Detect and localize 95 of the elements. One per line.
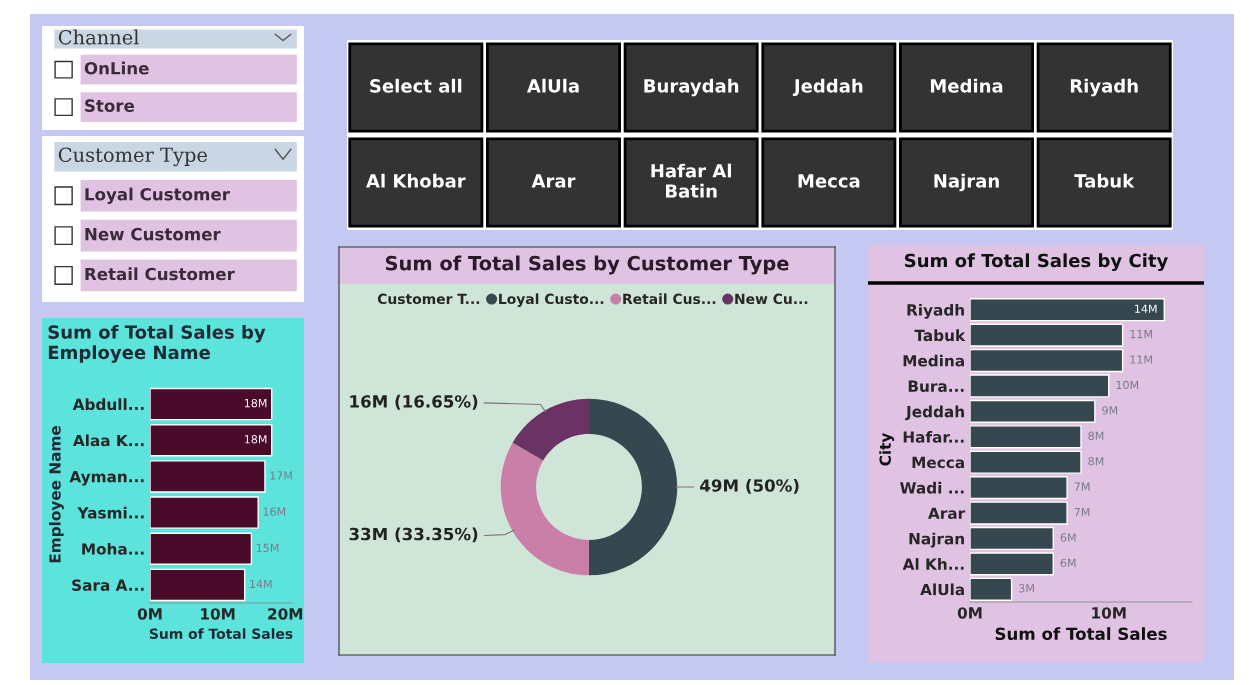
data-label: 9M: [1102, 406, 1118, 415]
bar: [970, 425, 1082, 449]
text: New Customer: [85, 227, 221, 241]
data-label: 49M (50%): [700, 478, 799, 494]
bar: [150, 532, 253, 565]
bar: [970, 298, 1165, 322]
y-tick-label: Abdull...: [72, 398, 144, 411]
data-label: 18M: [244, 435, 267, 444]
bar: [150, 424, 273, 457]
y-tick-label: Ayman...: [69, 471, 144, 486]
donut-slice: [589, 398, 678, 576]
data-label: 8M: [1088, 431, 1104, 441]
bar: [970, 552, 1054, 576]
data-label: 16M: [263, 507, 286, 516]
y-axis-title: Employee Name: [48, 426, 64, 563]
data-label: 15M: [256, 543, 279, 552]
legend-title: Customer T...: [377, 293, 480, 305]
data-label: 7M: [1074, 508, 1090, 517]
donut-slice: [512, 398, 589, 461]
text: Channel: [58, 29, 139, 45]
bar: [970, 450, 1082, 474]
y-tick-label: Riyadh: [907, 303, 964, 319]
text: Hafar Al Batin: [651, 163, 731, 198]
text: Retail Customer: [85, 267, 235, 281]
chart-title: Sum of Total Sales by City: [905, 253, 1168, 271]
y-tick-label: Al Kh...: [902, 558, 964, 570]
text: Tabuk: [1074, 173, 1135, 188]
y-tick-label: Yasmi...: [77, 506, 144, 519]
y-tick-label: Bura...: [908, 380, 964, 392]
text: Najran: [934, 173, 999, 192]
text: Buraydah: [644, 78, 739, 97]
text: Medina: [930, 78, 1003, 93]
bar: [970, 323, 1124, 347]
data-label: 11M: [1130, 330, 1152, 339]
data-label: 17M: [270, 471, 292, 480]
text: Jeddah: [792, 78, 863, 97]
bar: [970, 577, 1013, 601]
bar: [150, 460, 266, 493]
x-tick-label: 10M: [1092, 607, 1126, 619]
x-tick-label: 10M: [201, 608, 235, 620]
y-tick-label: Alaa K...: [72, 434, 144, 447]
data-label: 18M: [244, 398, 267, 408]
data-label: 14M: [250, 579, 272, 588]
data-label: 14M: [1135, 304, 1157, 313]
legend-label: New Cu...: [735, 293, 808, 305]
text: Select all: [370, 78, 462, 93]
text: Mecca: [798, 174, 860, 188]
y-tick-label: Wadi ...: [900, 481, 964, 494]
text: OnLine: [84, 61, 149, 75]
y-tick-label: Sara A...: [72, 579, 144, 591]
legend-label: Retail Cus...: [623, 293, 716, 305]
bar: [970, 476, 1068, 500]
y-tick-label: Arar: [928, 507, 966, 520]
data-label: 11M: [1130, 355, 1152, 364]
data-label: 6M: [1060, 558, 1076, 568]
bar: [970, 348, 1124, 373]
y-tick-label: Jeddah: [905, 405, 964, 421]
bar: [150, 496, 259, 529]
text: Riyadh: [1070, 78, 1138, 97]
text: Arar: [531, 174, 576, 188]
y-tick-label: AlUla: [920, 583, 964, 596]
data-label: 6M: [1060, 533, 1076, 542]
bar: [970, 374, 1110, 398]
text: AlUla: [526, 78, 579, 93]
data-label: 7M: [1074, 482, 1090, 491]
data-label: 8M: [1088, 457, 1104, 466]
x-axis-title: Sum of Total Sales: [149, 628, 293, 639]
y-tick-label: Mecca: [912, 456, 964, 469]
text: Store: [85, 99, 135, 112]
chart-title: Sum of Total Sales by Employee Name: [48, 324, 266, 363]
y-tick-label: Tabuk: [914, 329, 966, 342]
data-label: 10M: [1116, 380, 1139, 390]
text: Loyal Customer: [85, 187, 230, 204]
y-tick-label: Medina: [903, 354, 964, 367]
y-tick-label: Moha...: [82, 542, 144, 555]
bar: [150, 568, 246, 602]
y-axis-title: City: [879, 432, 895, 466]
text: Customer Type: [58, 147, 207, 167]
bar: [970, 526, 1054, 551]
x-axis-title: Sum of Total Sales: [995, 627, 1167, 641]
data-label: 16M (16.65%): [350, 394, 478, 410]
bar: [150, 387, 273, 421]
x-tick-label: 0M: [957, 607, 982, 619]
text: Al Khobar: [366, 173, 466, 188]
y-tick-label: Hafar...: [903, 430, 964, 443]
chart-title: Sum of Total Sales by Customer Type: [385, 255, 789, 275]
y-tick-label: Najran: [909, 532, 964, 548]
bar: [970, 399, 1096, 423]
bar: [970, 501, 1068, 525]
data-label: 3M: [1019, 584, 1034, 593]
x-tick-label: 20M: [268, 608, 303, 620]
x-tick-label: 0M: [137, 608, 162, 620]
data-label: 33M (33.35%): [349, 527, 478, 543]
donut-slice: [500, 442, 589, 576]
legend-label: Loyal Custo...: [499, 293, 604, 307]
